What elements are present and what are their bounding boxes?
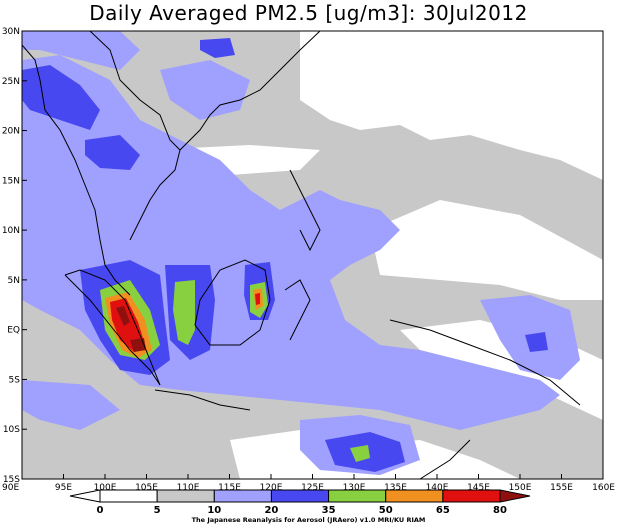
green-region-timor bbox=[350, 445, 370, 462]
x-tick-label: 110E bbox=[177, 483, 200, 493]
colorbar-segment bbox=[156, 489, 215, 503]
x-tick-label: 90E bbox=[2, 483, 19, 493]
light-blue-region-indian-ocean bbox=[22, 380, 120, 430]
coast-australia bbox=[419, 439, 471, 479]
x-tick-label: 150E bbox=[509, 483, 532, 493]
latitude-ticks: 30N 25N 20N 15N 10N 5N EQ 5S 10S 15S bbox=[2, 27, 27, 485]
coast-sulawesi bbox=[284, 279, 311, 341]
colorbar-level-label: 35 bbox=[322, 505, 336, 516]
colorbar-segment bbox=[213, 489, 272, 503]
colorbar-over-triangle bbox=[499, 489, 531, 503]
x-tick-label: 145E bbox=[467, 483, 490, 493]
concentration-fields bbox=[22, 31, 603, 479]
coast-mainland-west bbox=[22, 44, 131, 296]
colorbar-level-label: 65 bbox=[436, 505, 450, 516]
coast-china bbox=[89, 31, 321, 151]
coast-java bbox=[154, 389, 251, 411]
colorbar-segment bbox=[328, 489, 387, 503]
y-tick-label: 10S bbox=[3, 425, 20, 435]
clean-area-north-pacific bbox=[300, 31, 603, 180]
light-blue-region-north bbox=[22, 31, 140, 70]
y-tick-label: 25N bbox=[2, 77, 20, 87]
coast-sumatra-east bbox=[64, 269, 161, 386]
coast-sumatra-west bbox=[64, 274, 161, 386]
light-blue-region-china bbox=[160, 60, 250, 120]
y-tick-label: 10N bbox=[2, 226, 20, 236]
green-region-borneo-west bbox=[173, 280, 195, 345]
x-tick-label: 130E bbox=[343, 483, 366, 493]
colorbar: 0 5 10 20 35 50 65 80 bbox=[69, 489, 531, 516]
coast-philippines bbox=[289, 169, 321, 252]
x-tick-label: 115E bbox=[218, 483, 241, 493]
x-tick-label: 135E bbox=[384, 483, 407, 493]
map-title: Daily Averaged PM2.5 [ug/m3]: 30Jul2012 bbox=[89, 1, 528, 25]
y-tick-label: 5N bbox=[8, 276, 20, 286]
colorbar-level-label: 10 bbox=[207, 505, 221, 516]
x-tick-label: 160E bbox=[592, 483, 615, 493]
y-tick-label: 20N bbox=[2, 127, 20, 137]
blue-region-china bbox=[200, 38, 235, 58]
x-tick-label: 155E bbox=[550, 483, 573, 493]
y-tick-label: 15S bbox=[3, 475, 20, 485]
coastlines bbox=[22, 31, 581, 479]
red-region-borneo bbox=[255, 293, 260, 305]
coast-new-guinea bbox=[389, 319, 581, 406]
colorbar-level-label: 0 bbox=[97, 505, 104, 516]
y-tick-label: 15N bbox=[2, 176, 20, 186]
blue-region-new-guinea bbox=[525, 332, 548, 352]
x-tick-label: 120E bbox=[260, 483, 283, 493]
colorbar-segment bbox=[99, 489, 158, 503]
y-tick-label: EQ bbox=[7, 326, 20, 336]
colorbar-under-triangle bbox=[69, 489, 101, 503]
blue-region-myanmar bbox=[22, 65, 100, 130]
colorbar-level-label: 5 bbox=[154, 505, 161, 516]
x-tick-label: 95E bbox=[55, 483, 72, 493]
clean-area-west-pacific bbox=[370, 200, 603, 300]
y-tick-label: 5S bbox=[9, 375, 21, 385]
colorbar-segment bbox=[270, 489, 330, 503]
colorbar-segment bbox=[442, 489, 501, 503]
coast-borneo bbox=[194, 259, 271, 346]
x-tick-label: 105E bbox=[135, 483, 158, 493]
coast-vietnam bbox=[129, 149, 181, 241]
blue-region-thailand bbox=[85, 135, 140, 170]
colorbar-level-label: 20 bbox=[264, 505, 278, 516]
colorbar-segment bbox=[385, 489, 444, 503]
colorbar-level-label: 50 bbox=[379, 505, 393, 516]
colorbar-level-label: 80 bbox=[493, 505, 507, 516]
y-tick-label: 30N bbox=[2, 27, 20, 37]
dark-red-hotspot-1 bbox=[116, 306, 130, 326]
data-credit: The Japanese Reanalysis for Aerosol (JRA… bbox=[191, 516, 426, 524]
x-tick-label: 100E bbox=[94, 483, 117, 493]
longitude-ticks: 90E 95E 100E 105E 110E 115E 120E 125E 130E 135E 14… bbox=[2, 474, 615, 493]
x-tick-label: 140E bbox=[426, 483, 449, 493]
dark-red-hotspot-2 bbox=[130, 338, 146, 352]
x-tick-label: 125E bbox=[301, 483, 324, 493]
